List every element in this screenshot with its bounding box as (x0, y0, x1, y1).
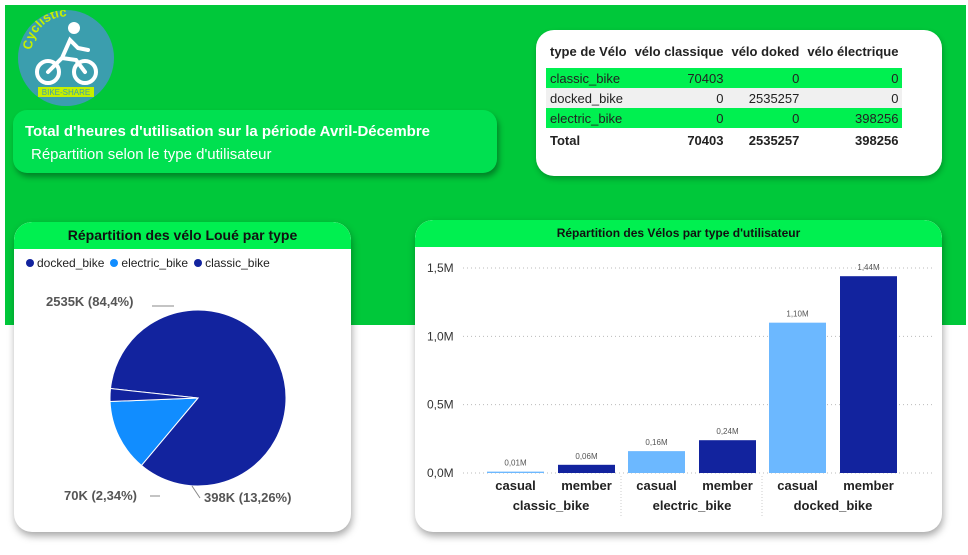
bar-docked-bike-member[interactable] (840, 276, 897, 473)
row-label: classic_bike (546, 68, 631, 88)
y-tick-label: 0,0M (427, 466, 454, 480)
y-tick-label: 1,0M (427, 329, 454, 343)
legend-label: classic_bike (205, 256, 270, 270)
total-label: Total (550, 132, 581, 148)
cell-value: 0 (803, 68, 903, 88)
bar-electric-bike-member[interactable] (699, 440, 756, 473)
matrix-total-row: Total 70403 2535257 398256 (546, 128, 902, 152)
report-subtitle: Répartition selon le type d'utilisateur (31, 146, 272, 163)
pie-data-label: 398K (13,26%) (204, 490, 291, 505)
total-value: 398256 (855, 132, 899, 148)
x-group-label: docked_bike (794, 498, 873, 513)
bar-data-label: 0,24M (716, 427, 739, 436)
row-label: electric_bike (546, 108, 631, 128)
bar-data-label: 1,10M (786, 310, 809, 319)
legend-dot (26, 259, 34, 267)
cyclistic-logo: Cyclistic BIKE-SHARE (18, 10, 114, 106)
bar-data-label: 1,44M (857, 263, 880, 272)
cell-value: 398256 (803, 108, 903, 128)
matrix-header-electric[interactable]: vélo électrique (807, 43, 899, 59)
bar-classic-bike-member[interactable] (558, 464, 615, 473)
row-label: docked_bike (546, 88, 631, 108)
x-tick-label: casual (495, 478, 535, 493)
x-group-label: classic_bike (513, 498, 590, 513)
pie-data-label: 70K (2,34%) (64, 488, 137, 503)
legend-item-classic[interactable]: classic_bike (194, 256, 270, 270)
x-tick-label: casual (636, 478, 676, 493)
matrix-header-classic[interactable]: vélo classique (634, 43, 724, 59)
pie-legend: docked_bike electric_bike classic_bike (26, 256, 270, 270)
bar-docked-bike-casual[interactable] (769, 322, 826, 473)
pie-leader-line (191, 485, 201, 499)
pie-chart-title: Répartition des vélo Loué par type (14, 222, 351, 249)
x-tick-label: member (702, 478, 753, 493)
legend-dot (194, 259, 203, 267)
matrix-row[interactable]: classic_bike 70403 0 0 (546, 68, 903, 88)
pie-slice-classic-bike[interactable] (109, 387, 199, 403)
x-tick-label: casual (777, 478, 817, 493)
bar-data-label: 0,06M (575, 452, 598, 461)
matrix-row[interactable]: docked_bike 0 2535257 0 (546, 88, 903, 108)
bar-data-label: 0,16M (645, 438, 668, 447)
cell-value: 0 (803, 88, 903, 108)
matrix-row[interactable]: electric_bike 0 0 398256 (546, 108, 903, 128)
cell-value: 0 (727, 68, 804, 88)
pie-chart: 2535K (84,4%) 398K (13,26%) 70K (2,34%) (46, 294, 291, 505)
cell-value: 0 (630, 108, 728, 128)
bar-chart-card: Répartition des Vélos par type d'utilisa… (415, 220, 942, 532)
total-value: 2535257 (748, 132, 800, 148)
pie-data-label: 2535K (84,4%) (46, 294, 133, 309)
bar-chart: 0,0M 0,5M 1,0M 1,5M 0,01M casual 0,06M member 0,… (427, 261, 935, 518)
x-group-label: electric_bike (653, 498, 732, 513)
cell-value: 70403 (630, 68, 728, 88)
bar-classic-bike-casual[interactable] (487, 471, 544, 473)
logo-sub-text: BIKE-SHARE (42, 88, 90, 97)
y-tick-label: 1,5M (427, 261, 454, 275)
total-value: 70403 (687, 132, 724, 148)
bar-data-label: 0,01M (504, 459, 527, 468)
y-tick-label: 0,5M (427, 398, 454, 412)
legend-label: electric_bike (121, 256, 189, 270)
bike-icon: Cyclistic BIKE-SHARE (20, 10, 98, 97)
x-tick-label: member (843, 478, 894, 493)
legend-item-electric[interactable]: electric_bike (110, 256, 188, 270)
pie-chart-card: Répartition des vélo Loué par type docke… (14, 222, 351, 532)
matrix-card: type de Vélo vélo classique vélo doked v… (536, 30, 942, 176)
legend-label: docked_bike (37, 256, 105, 270)
title-card: Total d'heures d'utilisation sur la péri… (13, 110, 497, 173)
bar-chart-title: Répartition des Vélos par type d'utilisa… (415, 220, 942, 247)
cell-value: 0 (630, 88, 728, 108)
x-tick-label: member (561, 478, 612, 493)
pie-slice-electric-bike[interactable] (109, 397, 200, 467)
cell-value: 0 (727, 108, 804, 128)
report-title: Total d'heures d'utilisation sur la péri… (25, 123, 430, 140)
legend-dot (110, 259, 119, 267)
bar-electric-bike-casual[interactable] (628, 451, 685, 473)
legend-item-docked[interactable]: docked_bike (26, 256, 104, 270)
bike-type-matrix: type de Vélo vélo classique vélo doked v… (546, 40, 903, 152)
matrix-header-docked[interactable]: vélo doked (731, 43, 800, 59)
matrix-header-type[interactable]: type de Vélo (550, 43, 627, 59)
cell-value: 2535257 (727, 88, 804, 108)
